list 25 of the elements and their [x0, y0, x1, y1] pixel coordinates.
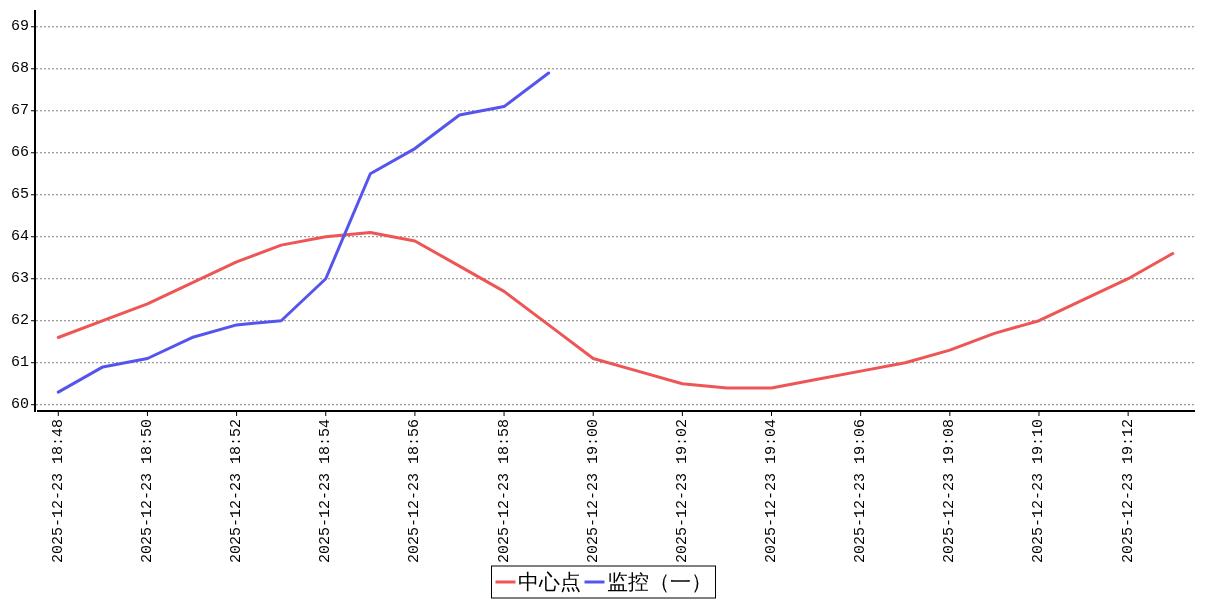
x-tick-label: 2025-12-23 18:56 [406, 419, 424, 564]
y-tick-label: 61 [10, 354, 29, 372]
y-tick-label: 69 [10, 18, 29, 36]
x-tick-label: 2025-12-23 19:00 [584, 419, 602, 564]
x-tick-label: 2025-12-23 18:48 [49, 419, 67, 564]
x-tick-label: 2025-12-23 18:54 [317, 419, 335, 564]
y-tick-label: 60 [10, 396, 29, 414]
y-tick-label: 62 [10, 312, 29, 330]
x-tick-label: 2025-12-23 19:02 [673, 419, 691, 564]
legend-label: 中心点 [517, 570, 581, 594]
y-tick-label: 68 [10, 60, 29, 78]
x-tick-label: 2025-12-23 19:06 [852, 419, 870, 564]
x-tick-label: 2025-12-23 18:50 [138, 419, 156, 564]
x-tick-label: 2025-12-23 18:58 [495, 419, 513, 564]
x-tick-label: 2025-12-23 19:10 [1030, 419, 1048, 564]
x-tick-label: 2025-12-23 18:52 [228, 419, 246, 564]
y-tick-label: 63 [10, 270, 29, 288]
y-tick-label: 67 [10, 102, 29, 120]
x-tick-label: 2025-12-23 19:08 [941, 419, 959, 564]
x-tick-label: 2025-12-23 19:12 [1119, 419, 1137, 564]
x-tick-label: 2025-12-23 19:04 [763, 419, 781, 564]
y-tick-label: 66 [10, 144, 29, 162]
legend-label: 监控（一） [606, 570, 712, 594]
y-tick-label: 64 [10, 228, 29, 246]
y-tick-label: 65 [10, 186, 29, 204]
